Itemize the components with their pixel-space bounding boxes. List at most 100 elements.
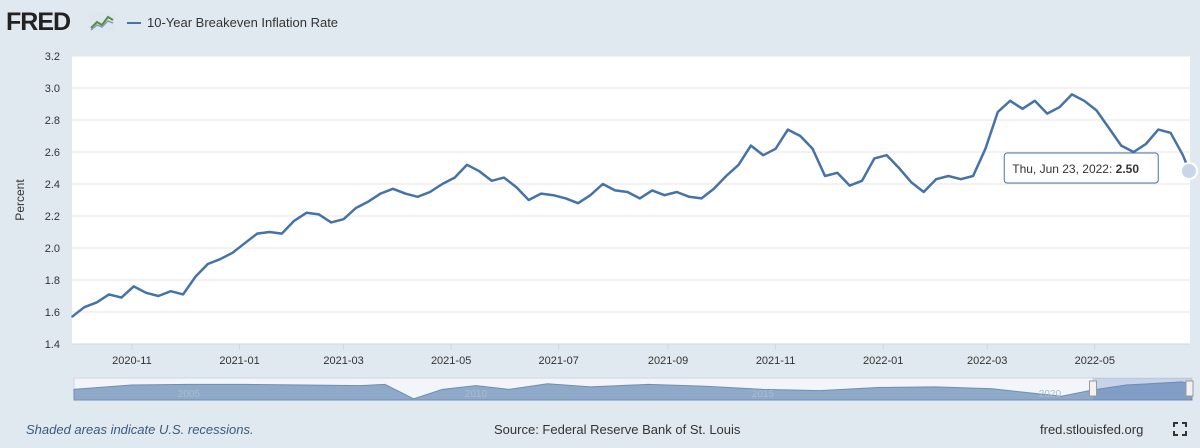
data-point [811, 148, 814, 150]
data-point [355, 207, 357, 209]
x-tick-label: 2022-01 [863, 355, 903, 367]
y-axis-label: Percent [13, 179, 27, 221]
data-point [861, 180, 863, 182]
data-point [713, 188, 715, 190]
y-tick-label: 1.8 [45, 275, 60, 287]
data-point [206, 263, 209, 265]
fred-logo[interactable]: FRED [6, 8, 71, 36]
data-point [132, 285, 135, 288]
navigator-area [73, 381, 1193, 401]
data-point [404, 192, 407, 195]
data-point [441, 183, 444, 185]
series-line[interactable] [71, 93, 1190, 318]
data-point [577, 202, 579, 204]
data-point [268, 231, 271, 233]
data-point [1169, 132, 1172, 134]
data-point [910, 181, 913, 184]
data-point [762, 154, 765, 156]
data-point [108, 293, 110, 296]
data-point [231, 252, 234, 254]
site-link[interactable]: fred.stlouisfed.org [1040, 422, 1144, 437]
y-tick-label: 2.2 [45, 211, 60, 223]
data-point [1071, 93, 1073, 96]
data-point [1009, 100, 1011, 102]
data-point [676, 191, 678, 193]
fred-chart-icon [89, 12, 115, 32]
hover-halo [1180, 162, 1198, 180]
data-point [342, 218, 345, 220]
data-point [959, 178, 962, 180]
y-tick-label: 2.6 [45, 147, 60, 159]
x-tick-label: 2021-07 [539, 355, 579, 367]
legend-swatch [127, 21, 141, 24]
data-point [281, 232, 283, 235]
data-point [392, 188, 394, 190]
data-point [330, 221, 333, 224]
data-point [379, 192, 382, 195]
data-point [639, 197, 641, 200]
data-point [293, 220, 295, 222]
data-point [922, 191, 925, 193]
y-tick-label: 3.2 [45, 51, 60, 63]
x-tick-label: 2022-03 [967, 355, 1007, 367]
plot-area [72, 56, 1190, 344]
fullscreen-icon[interactable] [1173, 422, 1187, 436]
data-point [824, 175, 826, 177]
data-point [478, 170, 481, 172]
data-point [71, 316, 73, 318]
data-point [1083, 100, 1085, 102]
data-point [836, 172, 839, 174]
data-point [95, 301, 98, 304]
data-point [194, 276, 197, 278]
data-point [885, 154, 888, 156]
data-point [552, 194, 555, 196]
data-point [527, 199, 530, 201]
legend-label: 10-Year Breakeven Inflation Rate [147, 15, 339, 30]
data-point [589, 194, 592, 196]
data-point [145, 292, 147, 294]
data-point [1157, 128, 1160, 131]
y-tick-label: 2.0 [45, 243, 60, 255]
data-point [490, 180, 493, 182]
data-point [651, 189, 653, 192]
data-point [169, 290, 172, 292]
navigator-selection[interactable] [1092, 378, 1192, 400]
x-tick-label: 2021-03 [323, 355, 363, 367]
recession-note: Shaded areas indicate U.S. recessions. [26, 422, 254, 437]
data-point [318, 213, 320, 216]
data-point [256, 232, 258, 235]
data-point [540, 192, 542, 195]
navigator-handle-right[interactable] [1185, 380, 1194, 397]
data-point [244, 242, 246, 244]
navigator-label: 2020 [1039, 389, 1062, 400]
x-tick-label: 2021-09 [648, 355, 688, 367]
x-tick-label: 2022-05 [1075, 355, 1115, 367]
data-point [848, 184, 851, 187]
x-tick-label: 2020-11 [112, 355, 152, 367]
data-point [626, 191, 629, 193]
data-point [1120, 144, 1123, 147]
data-point [873, 157, 876, 160]
data-point [750, 144, 752, 147]
data-point [503, 176, 505, 179]
data-point [219, 258, 221, 260]
data-point [947, 175, 950, 177]
data-point [1095, 109, 1098, 112]
data-point [935, 178, 937, 180]
legend-item[interactable]: 10-Year Breakeven Inflation Rate [127, 15, 338, 30]
data-point [1145, 143, 1147, 145]
data-point [367, 200, 370, 203]
data-point [1034, 100, 1036, 102]
navigator-handle-left[interactable] [1089, 380, 1098, 397]
x-tick-label: 2021-05 [431, 355, 471, 367]
data-point [305, 212, 308, 214]
y-tick-label: 2.4 [45, 179, 60, 191]
data-point [182, 293, 184, 296]
data-point [996, 111, 999, 113]
navigator-label: 2010 [465, 389, 488, 400]
navigator-label: 2015 [752, 389, 775, 400]
data-point [157, 295, 160, 297]
data-point [972, 175, 974, 177]
y-tick-label: 3.0 [45, 83, 60, 95]
data-point [1021, 108, 1024, 110]
